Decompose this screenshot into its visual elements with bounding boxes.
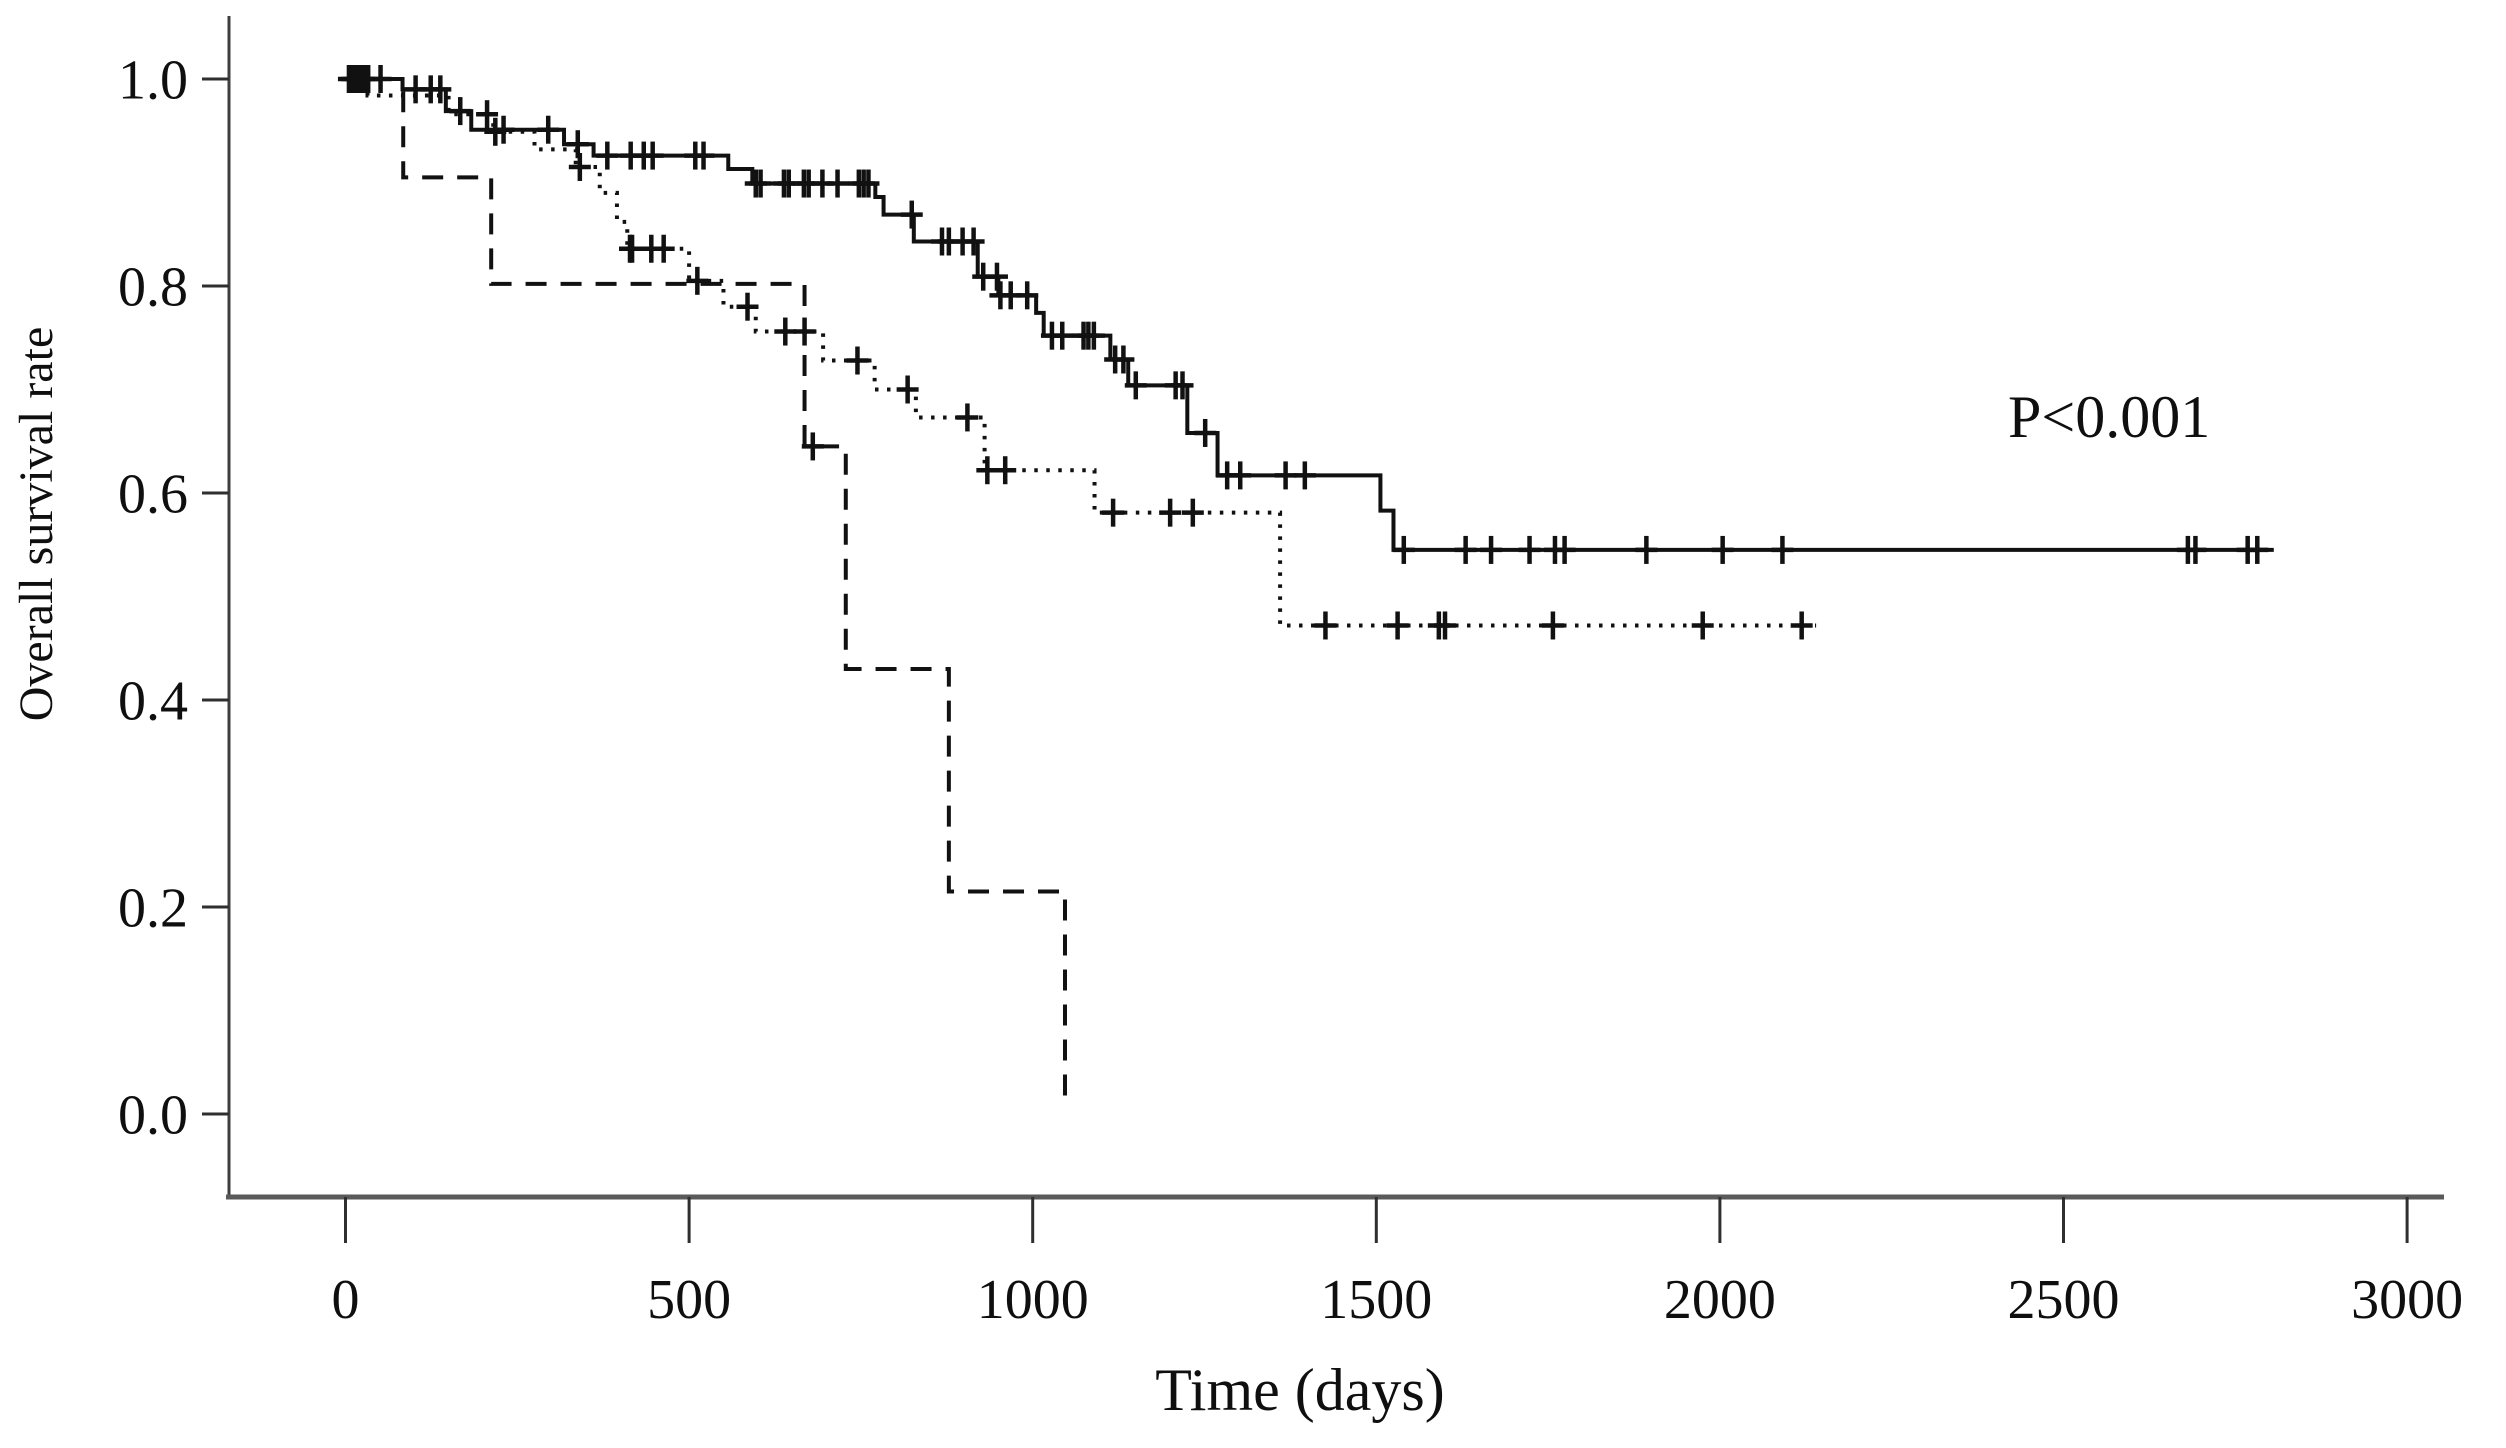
dotted-group-censor-mark [846, 346, 869, 375]
p-value-annotation: P<0.001 [2008, 384, 2210, 450]
x-axis-title: Time (days) [1155, 1357, 1444, 1423]
solid-group-censor-mark [857, 169, 880, 198]
dotted-group-censor-mark [476, 100, 499, 129]
solid-group-censor-mark [641, 141, 664, 170]
solid-group-censor-mark [1771, 535, 1794, 564]
dotted-group-censor-mark [1159, 498, 1182, 527]
solid-group-censor-mark [1635, 535, 1658, 564]
dotted-group-censor-mark [652, 234, 675, 263]
dotted-group [345, 77, 1817, 640]
dotted-group-censor-mark [686, 266, 709, 295]
dotted-group-curve [345, 77, 1817, 628]
dotted-group-censor-mark [1386, 611, 1409, 640]
dotted-group-censor-mark [994, 456, 1017, 485]
solid-group-censor-mark [449, 97, 472, 126]
y-tick-label: 0.6 [118, 464, 188, 526]
solid-group-censor-mark [962, 227, 985, 256]
solid-group-censor-mark [1194, 418, 1217, 447]
y-tick-label: 0.4 [118, 671, 188, 733]
dotted-group-censor-mark [736, 292, 759, 321]
solid-group-censor-mark [1082, 321, 1105, 350]
dotted-group-censor-mark [1434, 611, 1457, 640]
dotted-group-censor-mark [568, 152, 591, 181]
dotted-group-censor-mark [1691, 611, 1714, 640]
solid-group-censor-mark [537, 115, 560, 144]
solid-group-censor-mark [1124, 371, 1147, 400]
solid-group-censor-mark [2246, 535, 2269, 564]
y-tick-label: 0.8 [118, 257, 188, 319]
solid-group-censor-mark [1274, 461, 1297, 490]
x-tick-label: 2500 [2008, 1269, 2120, 1331]
dotted-group-censor-mark [1102, 498, 1125, 527]
solid-group-censor-mark [1229, 461, 1252, 490]
dashed-group [345, 77, 1067, 1109]
solid-group-censor-mark [1112, 345, 1135, 374]
solid-group-curve [345, 77, 2274, 552]
y-tick-label: 0.2 [118, 878, 188, 940]
solid-group-censor-mark [429, 75, 452, 104]
dotted-group-censor-mark [484, 117, 507, 146]
solid-group-censor-mark [2184, 535, 2207, 564]
solid-group-censor-mark [596, 141, 619, 170]
dotted-group-censor-mark [1541, 611, 1564, 640]
dashed-group-curve [345, 77, 1067, 1109]
x-tick-label: 0 [332, 1269, 360, 1331]
solid-group-censor-mark [1454, 535, 1477, 564]
solid-group-censor-mark [1171, 371, 1194, 400]
y-axis-title: Overall survival rate [10, 327, 63, 722]
axes: 1.0 0.8 0.6 0.4 0.2 0.0 0 500 1000 1500 2000 2500 30… [118, 16, 2463, 1331]
solid-group-censor-mark [826, 169, 849, 198]
y-tick-label: 1.0 [118, 50, 188, 112]
dotted-group-censor-mark [1790, 611, 1813, 640]
x-tick-label: 2000 [1664, 1269, 1776, 1331]
x-tick-label: 1000 [977, 1269, 1089, 1331]
solid-group [337, 65, 2274, 564]
dotted-group-censor-mark [896, 375, 919, 404]
solid-group-censor-mark [1553, 535, 1576, 564]
dotted-group-censor-mark [956, 403, 979, 432]
solid-group-censor-mark [1480, 535, 1503, 564]
solid-group-censor-mark [900, 200, 923, 229]
dotted-group-censor-mark [774, 317, 797, 346]
dotted-group-censor-mark [1181, 498, 1204, 527]
dotted-group-censor-mark [1314, 611, 1337, 640]
survival-curves [337, 65, 2274, 1109]
solid-group-censor-mark [1293, 461, 1316, 490]
solid-group-censor-mark [985, 262, 1008, 291]
solid-group-censor-mark [1016, 281, 1039, 310]
solid-group-censor-mark [749, 169, 772, 198]
solid-group-censor-mark [1518, 535, 1541, 564]
solid-group-censor-mark [1051, 321, 1074, 350]
x-tick-label: 500 [647, 1269, 731, 1331]
solid-group-censor-mark [1711, 535, 1734, 564]
x-tick-label: 1500 [1320, 1269, 1432, 1331]
dashed-group-censor-mark [801, 432, 824, 461]
x-tick-label: 3000 [2351, 1269, 2463, 1331]
solid-group-censor-mark [1392, 535, 1415, 564]
solid-group-censor-mark [692, 141, 715, 170]
y-tick-label: 0.0 [118, 1085, 188, 1147]
dotted-group-censor-mark [621, 234, 644, 263]
